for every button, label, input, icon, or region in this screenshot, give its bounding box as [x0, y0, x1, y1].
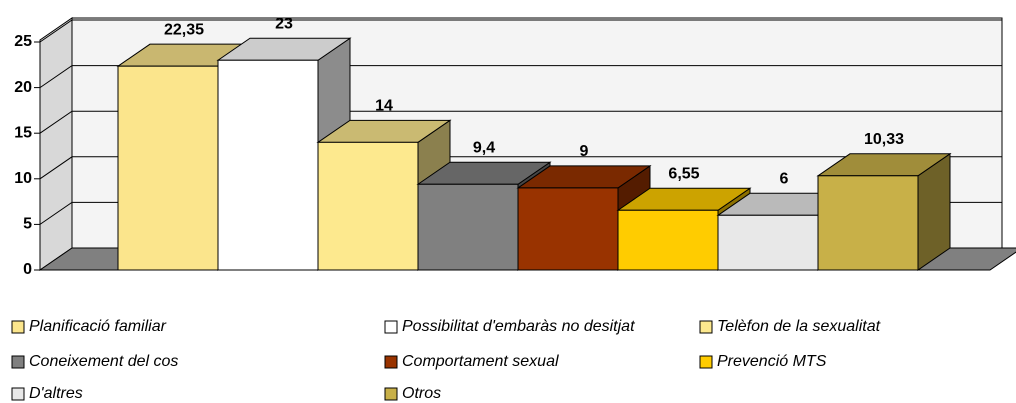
value-label: 23	[275, 15, 293, 32]
value-label: 9	[580, 143, 589, 160]
y-tick-label: 10	[14, 170, 32, 187]
y-tick-label: 25	[14, 33, 32, 50]
legend-label: Comportament sexual	[402, 353, 559, 370]
legend-label: Possibilitat d'embaràs no desitjat	[402, 318, 635, 335]
legend-swatch	[384, 355, 398, 369]
legend-label: Otros	[402, 385, 441, 402]
bar	[417, 183, 519, 271]
bar	[317, 141, 419, 271]
y-tick-label: 0	[23, 261, 32, 278]
bar	[817, 175, 919, 271]
value-label: 22,35	[164, 21, 204, 38]
y-tick-label: 5	[23, 216, 32, 233]
side-wall	[39, 17, 73, 271]
y-tick-label: 20	[14, 79, 32, 96]
grid-line	[39, 156, 1002, 180]
legend-swatch	[11, 387, 25, 401]
legend-swatch	[11, 355, 25, 369]
legend-label: D'altres	[29, 385, 83, 402]
legend-label: Telèfon de la sexualitat	[717, 318, 881, 335]
bar	[217, 59, 319, 271]
grid-line	[39, 19, 1002, 43]
value-label: 10,33	[864, 131, 904, 148]
value-label: 6,55	[668, 165, 699, 182]
bar	[717, 214, 819, 271]
legend-swatch	[699, 320, 713, 334]
legend-swatch	[11, 320, 25, 334]
bar	[617, 209, 719, 271]
legend-label: Planificació familiar	[29, 318, 167, 335]
legend-swatch	[699, 355, 713, 369]
grid-line	[39, 110, 1002, 134]
value-label: 6	[780, 170, 789, 187]
value-label: 14	[375, 98, 393, 115]
y-tick-label: 15	[14, 124, 32, 141]
legend-swatch	[384, 387, 398, 401]
legend-label: Prevenció MTS	[717, 353, 827, 370]
legend-label: Coneixement del cos	[29, 353, 178, 370]
legend-swatch	[384, 320, 398, 334]
bar	[517, 187, 619, 271]
value-label: 9,4	[473, 139, 495, 156]
grid-line	[39, 65, 1002, 89]
bar	[117, 65, 219, 271]
